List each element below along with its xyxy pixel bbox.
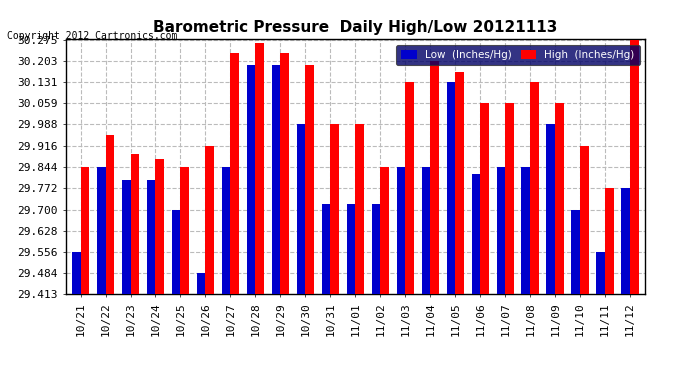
Bar xyxy=(72,252,81,294)
Bar xyxy=(230,53,239,294)
Legend: Low  (Inches/Hg), High  (Inches/Hg): Low (Inches/Hg), High (Inches/Hg) xyxy=(396,45,640,65)
Bar xyxy=(580,146,589,294)
Bar xyxy=(121,180,130,294)
Bar xyxy=(455,72,464,294)
Bar xyxy=(155,159,164,294)
Bar xyxy=(221,167,230,294)
Bar xyxy=(530,82,539,294)
Bar xyxy=(431,61,439,294)
Bar xyxy=(255,43,264,294)
Bar xyxy=(322,204,331,294)
Bar xyxy=(346,204,355,294)
Bar xyxy=(247,65,255,294)
Bar xyxy=(197,273,206,294)
Bar xyxy=(571,210,580,294)
Bar xyxy=(596,252,605,294)
Bar xyxy=(405,82,414,294)
Bar xyxy=(446,82,455,294)
Bar xyxy=(355,124,364,294)
Bar xyxy=(280,53,289,294)
Title: Barometric Pressure  Daily High/Low 20121113: Barometric Pressure Daily High/Low 20121… xyxy=(153,20,558,35)
Bar xyxy=(380,167,389,294)
Bar xyxy=(505,104,514,294)
Text: Copyright 2012 Cartronics.com: Copyright 2012 Cartronics.com xyxy=(7,32,177,41)
Bar xyxy=(272,65,280,294)
Bar xyxy=(372,204,380,294)
Bar xyxy=(497,167,505,294)
Bar xyxy=(97,167,106,294)
Bar xyxy=(331,124,339,294)
Bar xyxy=(147,180,155,294)
Bar xyxy=(172,210,181,294)
Bar xyxy=(622,188,630,294)
Bar xyxy=(106,135,115,294)
Bar xyxy=(130,154,139,294)
Bar xyxy=(397,167,405,294)
Bar xyxy=(522,167,530,294)
Bar xyxy=(297,124,306,294)
Bar xyxy=(81,167,89,294)
Bar xyxy=(480,104,489,294)
Bar xyxy=(471,174,480,294)
Bar xyxy=(555,104,564,294)
Bar xyxy=(181,167,189,294)
Bar xyxy=(630,40,639,294)
Bar xyxy=(306,65,314,294)
Bar xyxy=(206,146,214,294)
Bar xyxy=(422,167,431,294)
Bar xyxy=(546,124,555,294)
Bar xyxy=(605,188,614,294)
